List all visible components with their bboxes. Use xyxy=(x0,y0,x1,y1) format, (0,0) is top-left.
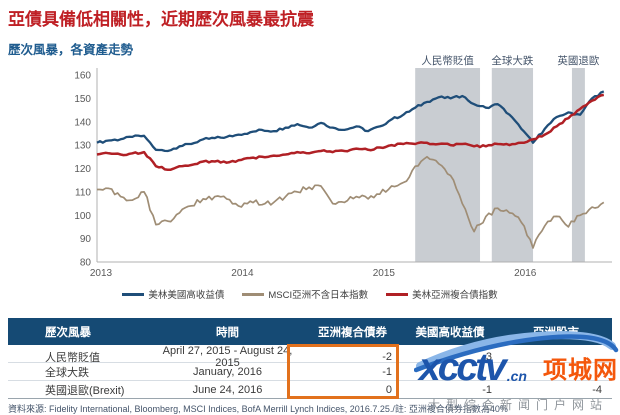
table-header-us-hy: 美國高收益債 xyxy=(415,326,485,339)
table-cell-event: 全球大跌 xyxy=(45,366,89,379)
chart-legend: 美林美國高收益債 MSCI亞洲不含日本指數 美林亞洲複合債指數 xyxy=(0,287,620,301)
source-note: 資料來源: Fidelity International, Bloomberg,… xyxy=(8,404,508,414)
y-tick-label: 80 xyxy=(80,258,92,269)
table-header-event: 歷次風暴 xyxy=(45,326,91,339)
y-tick-label: 130 xyxy=(74,141,91,152)
legend-swatch xyxy=(242,292,265,296)
legend-label: 美林美國高收益債 xyxy=(148,290,225,301)
table-cell-us_hy: -1 xyxy=(482,383,492,396)
table-cell-asian_bond: -2 xyxy=(382,351,392,363)
chart-subtitle: 歷次風暴，各資產走勢 xyxy=(8,43,134,57)
table-cell-us_hy: -3 xyxy=(482,351,492,363)
legend-item: 美林亞洲複合債指數 xyxy=(386,287,498,301)
table-row: 英國退歐(Brexit) June 24, 2016 0 -1 -4 xyxy=(8,381,612,399)
legend-item: 美林美國高收益債 xyxy=(122,287,224,301)
table-header-period: 時間 xyxy=(216,326,239,339)
table-cell-period: April 27, 2015 - August 24, 2015 xyxy=(162,345,293,369)
y-tick-label: 100 xyxy=(74,211,91,222)
event-band xyxy=(571,68,585,262)
event-band-label: 人民幣貶值 xyxy=(421,55,474,67)
y-tick-label: 160 xyxy=(74,71,91,82)
table-cell-period: January, 2016 xyxy=(193,365,262,378)
legend-label: MSCI亞洲不含日本指數 xyxy=(268,290,369,301)
event-band-label: 英國退歐 xyxy=(557,55,599,67)
highlight-box-asian-bond-column xyxy=(287,344,399,399)
table-cell-asian_bond: 0 xyxy=(385,383,392,396)
y-tick-label: 150 xyxy=(74,94,91,105)
series-line xyxy=(96,93,605,171)
table-cell-event: 英國退歐(Brexit) xyxy=(45,384,125,397)
series-line xyxy=(96,90,605,153)
table-header-asian-bond: 亞洲複合債券 xyxy=(318,326,387,339)
y-tick-label: 90 xyxy=(80,234,92,245)
x-tick-label: 2013 xyxy=(90,268,113,279)
series-line xyxy=(97,155,605,249)
asset-trend-chart: 人民幣貶值 全球大跌 英國退歐 80 90 100 110 120 130 140 150 160 20… xyxy=(74,55,612,279)
legend-item: MSCI亞洲不含日本指數 xyxy=(242,287,368,301)
y-tick-label: 110 xyxy=(75,187,91,198)
legend-swatch xyxy=(386,292,409,296)
x-tick-label: 2014 xyxy=(231,268,254,279)
table-cell-asian_eq: -4 xyxy=(592,383,602,396)
page-title: 亞債具備低相關性，近期歷次風暴最抗震 xyxy=(8,10,314,29)
x-tick-label: 2015 xyxy=(373,268,396,279)
legend-label: 美林亞洲複合債指數 xyxy=(412,290,498,301)
legend-swatch xyxy=(122,292,145,296)
table-header-row: 歷次風暴 時間 亞洲複合債券 美國高收益債 亞洲股市 xyxy=(8,318,612,345)
table-cell-period: June 24, 2016 xyxy=(192,383,263,396)
y-tick-label: 120 xyxy=(74,164,91,175)
x-tick-label: 2016 xyxy=(514,268,537,279)
table-cell-event: 人民幣貶值 xyxy=(45,352,100,364)
event-band-label: 全球大跌 xyxy=(491,55,533,67)
table-header-asian-equity: 亞洲股市 xyxy=(533,326,579,339)
y-tick-label: 140 xyxy=(74,117,91,128)
table-cell-asian_bond: -1 xyxy=(382,365,392,378)
